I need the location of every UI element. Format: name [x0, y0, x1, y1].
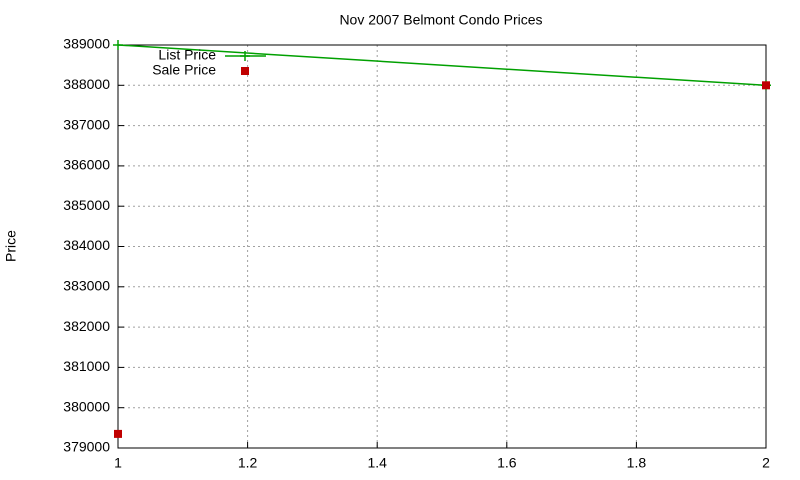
- data-point: [762, 81, 770, 90]
- y-tick-label: 386000: [63, 157, 110, 173]
- y-tick-label: 385000: [63, 197, 110, 213]
- y-tick-label: 384000: [63, 237, 110, 253]
- x-tick-label: 1.8: [627, 455, 647, 471]
- x-tick-label: 1.6: [497, 455, 517, 471]
- legend-label: Sale Price: [152, 62, 216, 78]
- x-tick-label: 1: [114, 455, 122, 471]
- y-tick-label: 387000: [63, 116, 110, 132]
- y-tick-label: 381000: [63, 358, 110, 374]
- series-line: [117, 44, 767, 87]
- y-tick-label: 389000: [63, 36, 110, 52]
- plot-border: [117, 44, 767, 449]
- chart-title: Nov 2007 Belmont Condo Prices: [339, 12, 542, 28]
- x-tick-label: 2: [762, 455, 770, 471]
- legend-marker: [240, 51, 250, 61]
- y-tick-label: 383000: [63, 278, 110, 294]
- y-tick-label: 382000: [63, 318, 110, 334]
- y-axis-label: Price: [3, 230, 19, 262]
- y-tick-label: 388000: [63, 76, 110, 92]
- x-tick-label: 1.4: [367, 455, 387, 471]
- y-tick-label: 380000: [63, 398, 110, 414]
- x-tick-label: 1.2: [238, 455, 258, 471]
- legend-label: List Price: [158, 47, 216, 63]
- data-point: [113, 40, 123, 50]
- legend-marker: [241, 67, 249, 75]
- data-point: [114, 429, 122, 438]
- y-tick-label: 379000: [63, 439, 110, 455]
